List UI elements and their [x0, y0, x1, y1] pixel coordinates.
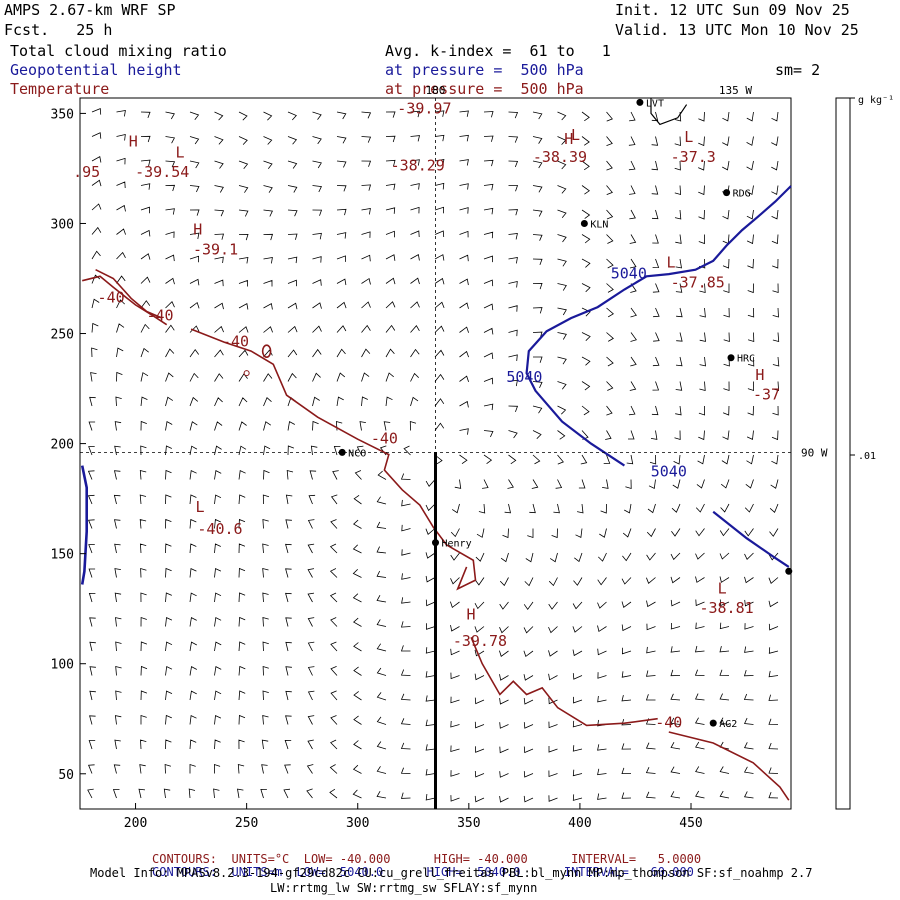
- temperature-level-label: -40: [146, 306, 173, 324]
- station-marker: [785, 567, 793, 575]
- temperature-contour-line: [82, 275, 168, 326]
- geopotential-contour-edge: [80, 465, 88, 585]
- wind-barb-field: [87, 108, 780, 803]
- temperature-value-label: -37: [753, 386, 780, 404]
- temperature-contour-line: [190, 328, 477, 591]
- temperature-value-label: -38.39: [533, 148, 587, 166]
- station-label: NCO: [348, 448, 366, 459]
- geopotential-level-label: 5040: [611, 265, 647, 283]
- longitude-label: 90 W: [801, 446, 828, 459]
- crosshair-lines: [80, 98, 791, 809]
- station-marker: [723, 189, 731, 197]
- station-label: AG2: [719, 719, 737, 730]
- temperature-level-label: -40: [655, 714, 682, 732]
- y-tick-label: 150: [51, 548, 74, 563]
- colorbar: [835, 97, 851, 810]
- forecast-hour: Fcst. 25 h: [4, 21, 113, 39]
- y-tick-label: 50: [58, 768, 74, 783]
- station-label: KLN: [590, 219, 608, 230]
- init-time: Init. 12 UTC Sun 09 Nov 25: [615, 1, 850, 19]
- extremum-mark: L: [571, 126, 580, 144]
- station-marker: [636, 98, 644, 106]
- extremum-mark: H: [755, 366, 764, 384]
- longitude-label: 180: [426, 84, 446, 97]
- temperature-contour-line: [668, 731, 790, 801]
- extremum-mark: L: [195, 498, 204, 516]
- temperature-value-label: -37.85: [671, 273, 725, 291]
- temperature-value-label: -37.3: [671, 148, 716, 166]
- longitude-label: 135 W: [719, 84, 752, 97]
- footer-model-info: Model Info: MPASv8.2.3-194-gf29cd82c CU:…: [90, 866, 813, 880]
- pressure-label-height: at pressure = 500 hPa: [385, 61, 584, 79]
- coastline: [650, 98, 688, 126]
- wind-barbs: [87, 108, 780, 803]
- temperature-contour-small: [243, 370, 250, 377]
- temperature-value-label: -39.78: [453, 632, 507, 650]
- field-temp-label: Temperature: [10, 80, 110, 98]
- y-tick-label: 350: [51, 107, 74, 122]
- footer-model-info-2: LW:rrtmg_lw SW:rrtmg_sw SFLAY:sf_mynn: [270, 881, 538, 895]
- x-tick-label: 400: [568, 816, 591, 831]
- station-label: Henry: [442, 539, 472, 550]
- axis-ticks: 200 250 300 350 400 450 50 100 150 200 250 300 350 18…: [51, 84, 828, 831]
- temperature-contour-line: [95, 268, 163, 319]
- extremum-mark: H: [467, 606, 476, 624]
- extremum-mark: L: [684, 128, 693, 146]
- temperature-value-label: -39.97: [397, 99, 451, 117]
- model-title: AMPS 2.67-km WRF SP: [4, 1, 176, 19]
- temperature-value-label: -38.81: [699, 599, 753, 617]
- temperature-level-label: -40: [222, 333, 249, 351]
- x-tick-label: 250: [235, 816, 258, 831]
- y-tick-label: 300: [51, 217, 74, 232]
- geopotential-level-label: 5040: [506, 368, 542, 386]
- field-height-label: Geopotential height: [10, 61, 182, 79]
- y-tick-label: 250: [51, 328, 74, 343]
- station-marker: [432, 539, 439, 547]
- extremum-mark: H: [193, 220, 202, 238]
- temperature-level-label: -40: [371, 430, 398, 448]
- x-tick-label: 350: [457, 816, 480, 831]
- y-tick-label: 200: [51, 438, 74, 453]
- extremum-mark: L: [718, 579, 727, 597]
- temperature-level-label: -40: [98, 289, 125, 307]
- field-cloud-label: Total cloud mixing ratio: [10, 42, 227, 60]
- extremum-mark: L: [175, 143, 184, 161]
- temperature-contour-loop: [261, 344, 272, 358]
- station-label: HRC: [737, 354, 755, 365]
- y-tick-label: 100: [51, 658, 74, 673]
- station-marker: [338, 448, 346, 456]
- contour-lines: -40 -40 -40 -40 -40 5040 5040 5040: [80, 98, 792, 801]
- colorbar-value: .01: [858, 451, 876, 462]
- x-tick-label: 300: [346, 816, 369, 831]
- station-label: RDG: [733, 189, 751, 200]
- extremum-mark: L: [667, 253, 676, 271]
- footer-height-contours: CONTOURS: UNITS=m LOW= 5040.0 HIGH= 5040…: [152, 865, 694, 879]
- temperature-value-label: -38.29: [391, 157, 445, 175]
- extremum-mark: H: [129, 132, 138, 150]
- temperature-value-label: .95: [73, 163, 100, 181]
- station-label: LVT: [646, 98, 664, 109]
- geopotential-contour-line: [712, 510, 790, 568]
- x-tick-label: 450: [679, 816, 702, 831]
- station-marker: [709, 719, 717, 727]
- x-tick-label: 200: [124, 816, 147, 831]
- temperature-value-label: -39.1: [193, 240, 238, 258]
- colorbar-unit: g kg⁻¹: [858, 95, 894, 106]
- geopotential-level-label: 5040: [651, 463, 687, 481]
- valid-time: Valid. 13 UTC Mon 10 Nov 25: [615, 21, 859, 39]
- smoothing-label: sm= 2: [775, 61, 821, 79]
- k-index-label: Avg. k-index = 61 to 1: [385, 42, 611, 60]
- temperature-contour-line: [470, 636, 658, 727]
- station-marker: [727, 354, 735, 362]
- temperature-value-label: -40.6: [197, 520, 242, 538]
- geopotential-contour-line: [525, 185, 792, 467]
- temperature-value-label: -39.54: [135, 163, 189, 181]
- station-marker: [580, 219, 588, 227]
- footer-temp-contours: CONTOURS: UNITS=°C LOW= -40.000 HIGH= -4…: [152, 852, 702, 866]
- pressure-label-temp: at pressure = 500 hPa: [385, 80, 584, 98]
- extremum-mark: H: [564, 130, 573, 148]
